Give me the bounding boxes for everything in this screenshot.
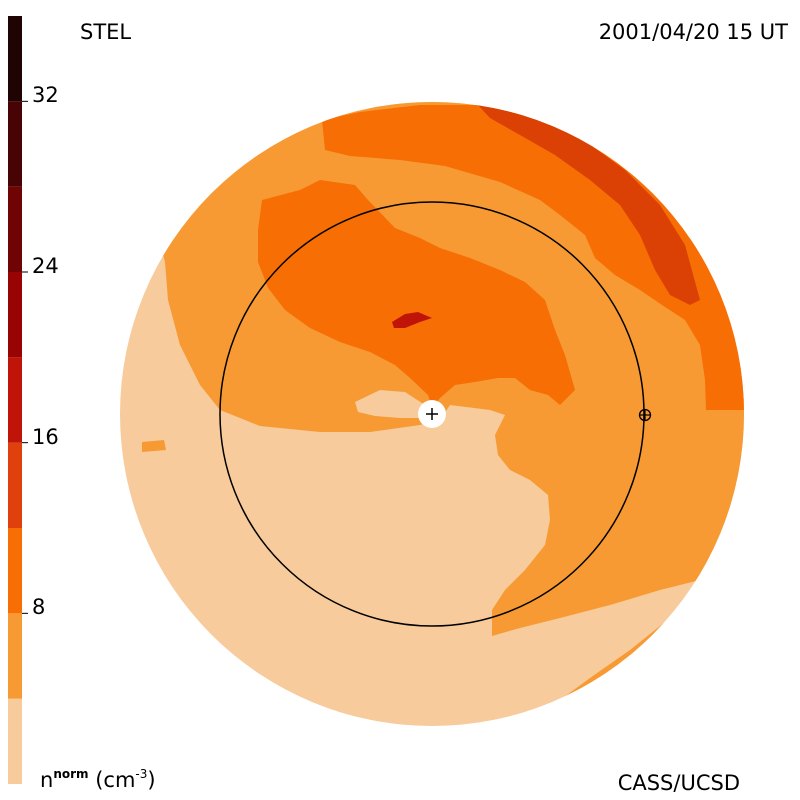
sun-marker [418,400,446,428]
datetime-label: 2001/04/20 15 UT [598,20,788,44]
instrument-label: STEL [80,20,132,44]
colorbar-band-2 [8,613,22,699]
earth-marker [638,408,652,422]
plus-icon [426,408,438,420]
density-region-level-4 [478,105,700,305]
colorbar [8,16,28,784]
colorbar-band-5 [8,357,22,443]
unit-close: ) [147,768,156,792]
unit-superscript: norm [53,767,89,781]
density-region-level-3 [322,105,744,410]
density-region-level-5 [392,312,432,328]
density-region-level-3-band [258,180,575,408]
density-spot-left [142,440,166,452]
colorbar-band-8 [8,101,22,187]
colorbar-tick-label: 24 [32,254,59,278]
colorbar-band-1 [8,698,22,784]
credit-label: CASS/UCSD [617,771,740,795]
colorbar-tick-label: 8 [32,595,46,620]
colorbar-band-9 [8,16,22,102]
unit-exponent: -3 [135,767,148,781]
colorbar-band-7 [8,186,22,272]
colorbar-band-3 [8,528,22,614]
unit-name: n [40,768,54,792]
colorbar-unit-label: nnorm (cm-3) [40,768,156,791]
earth-orbit [219,201,645,627]
colorbar-band-4 [8,442,22,528]
colorbar-band-6 [8,272,22,358]
density-lobe [355,390,432,418]
colorbar-tick-label: 16 [32,424,59,449]
unit-open: (cm [95,768,136,792]
colorbar-tick-label: 32 [32,83,59,108]
circled-plus-icon [638,408,652,422]
